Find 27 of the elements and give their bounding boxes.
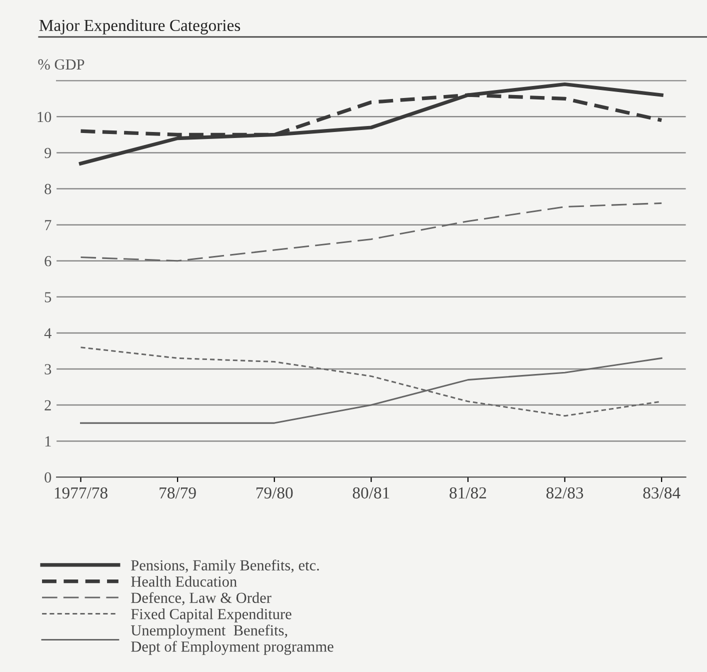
y-tick-label: 5 — [44, 292, 52, 302]
legend-label: Defence, Law & Order — [131, 592, 272, 606]
line-series — [80, 202, 662, 262]
y-tick-label: 8 — [44, 184, 52, 194]
x-tick-label: 82/83 — [546, 487, 584, 499]
x-tick-label: 81/82 — [450, 487, 486, 499]
x-tick-label: 1977/78 — [54, 487, 108, 499]
y-tick-label: 10 — [38, 112, 52, 122]
legend-label: Pensions, Family Benefits, etc. — [131, 560, 319, 574]
y-axis-title: % GDP — [38, 59, 84, 70]
legend-label: Unemployment Benefits, Dept of Employment programme — [130, 624, 334, 655]
y-tick-label: 0 — [44, 472, 52, 483]
y-tick-label: 1 — [45, 436, 51, 446]
line-series — [78, 82, 664, 166]
x-tick-label: 79/80 — [256, 487, 293, 499]
y-tick-label: 6 — [44, 256, 52, 266]
x-tick-label: 83/84 — [643, 487, 680, 499]
y-tick-label: 4 — [44, 328, 52, 338]
y-tick-label: 2 — [44, 400, 51, 410]
x-tick-label: 78/79 — [160, 487, 196, 499]
legend-label: Fixed Capital Expenditure — [131, 608, 292, 622]
y-tick-label: 3 — [44, 364, 52, 374]
y-tick-label: 7 — [45, 220, 52, 230]
x-tick-label: 80/81 — [352, 487, 390, 499]
legend-label: Health Education — [131, 576, 237, 587]
y-tick-label: 9 — [44, 148, 52, 158]
chart-title: Major Expenditure Categories — [39, 19, 240, 34]
